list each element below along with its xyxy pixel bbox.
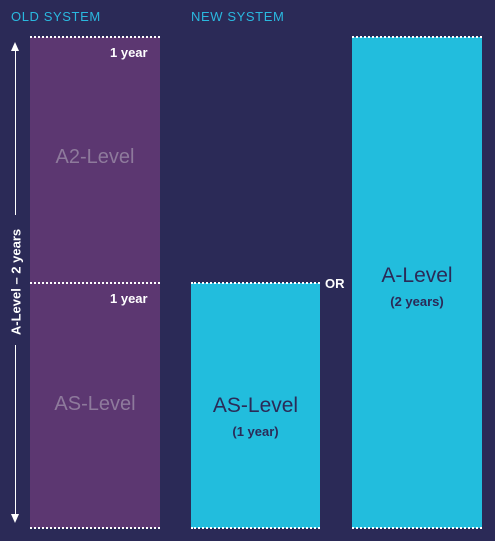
or-label: OR [325, 276, 345, 291]
new-a-bottom-dotted-line [352, 527, 482, 529]
arrow-up-icon [11, 42, 19, 51]
span-label: A-Level – 2 years [8, 228, 24, 336]
a2-duration-label: 1 year [110, 45, 148, 60]
a2-level-label: A2-Level [55, 146, 135, 168]
old-system-header: OLD SYSTEM [11, 9, 101, 24]
a2-level-block [30, 37, 160, 283]
arrow-down-icon [11, 514, 19, 523]
a-level-label: A-Level [381, 264, 453, 287]
new-as-bottom-dotted-line [191, 527, 320, 529]
as-level-new-text: AS-Level (1 year) [191, 394, 320, 439]
new-system-header: NEW SYSTEM [191, 9, 285, 24]
a-level-duration: (2 years) [390, 294, 444, 309]
as-level-old-block [30, 283, 160, 528]
old-mid-dotted-line [30, 282, 160, 284]
as-level-new-label: AS-Level [212, 394, 299, 417]
a-level-block [352, 37, 482, 528]
span-label-backdrop [5, 215, 25, 345]
as-old-duration-label: 1 year [110, 291, 148, 306]
old-bottom-dotted-line [30, 527, 160, 529]
as-level-new-block [191, 283, 320, 528]
old-top-dotted-line [30, 36, 160, 38]
as-level-old-label: AS-Level [54, 393, 136, 415]
new-a-top-dotted-line [352, 36, 482, 38]
a-level-text: A-Level (2 years) [352, 264, 482, 309]
as-level-new-duration: (1 year) [232, 424, 279, 439]
new-as-top-dotted-line [191, 282, 320, 284]
